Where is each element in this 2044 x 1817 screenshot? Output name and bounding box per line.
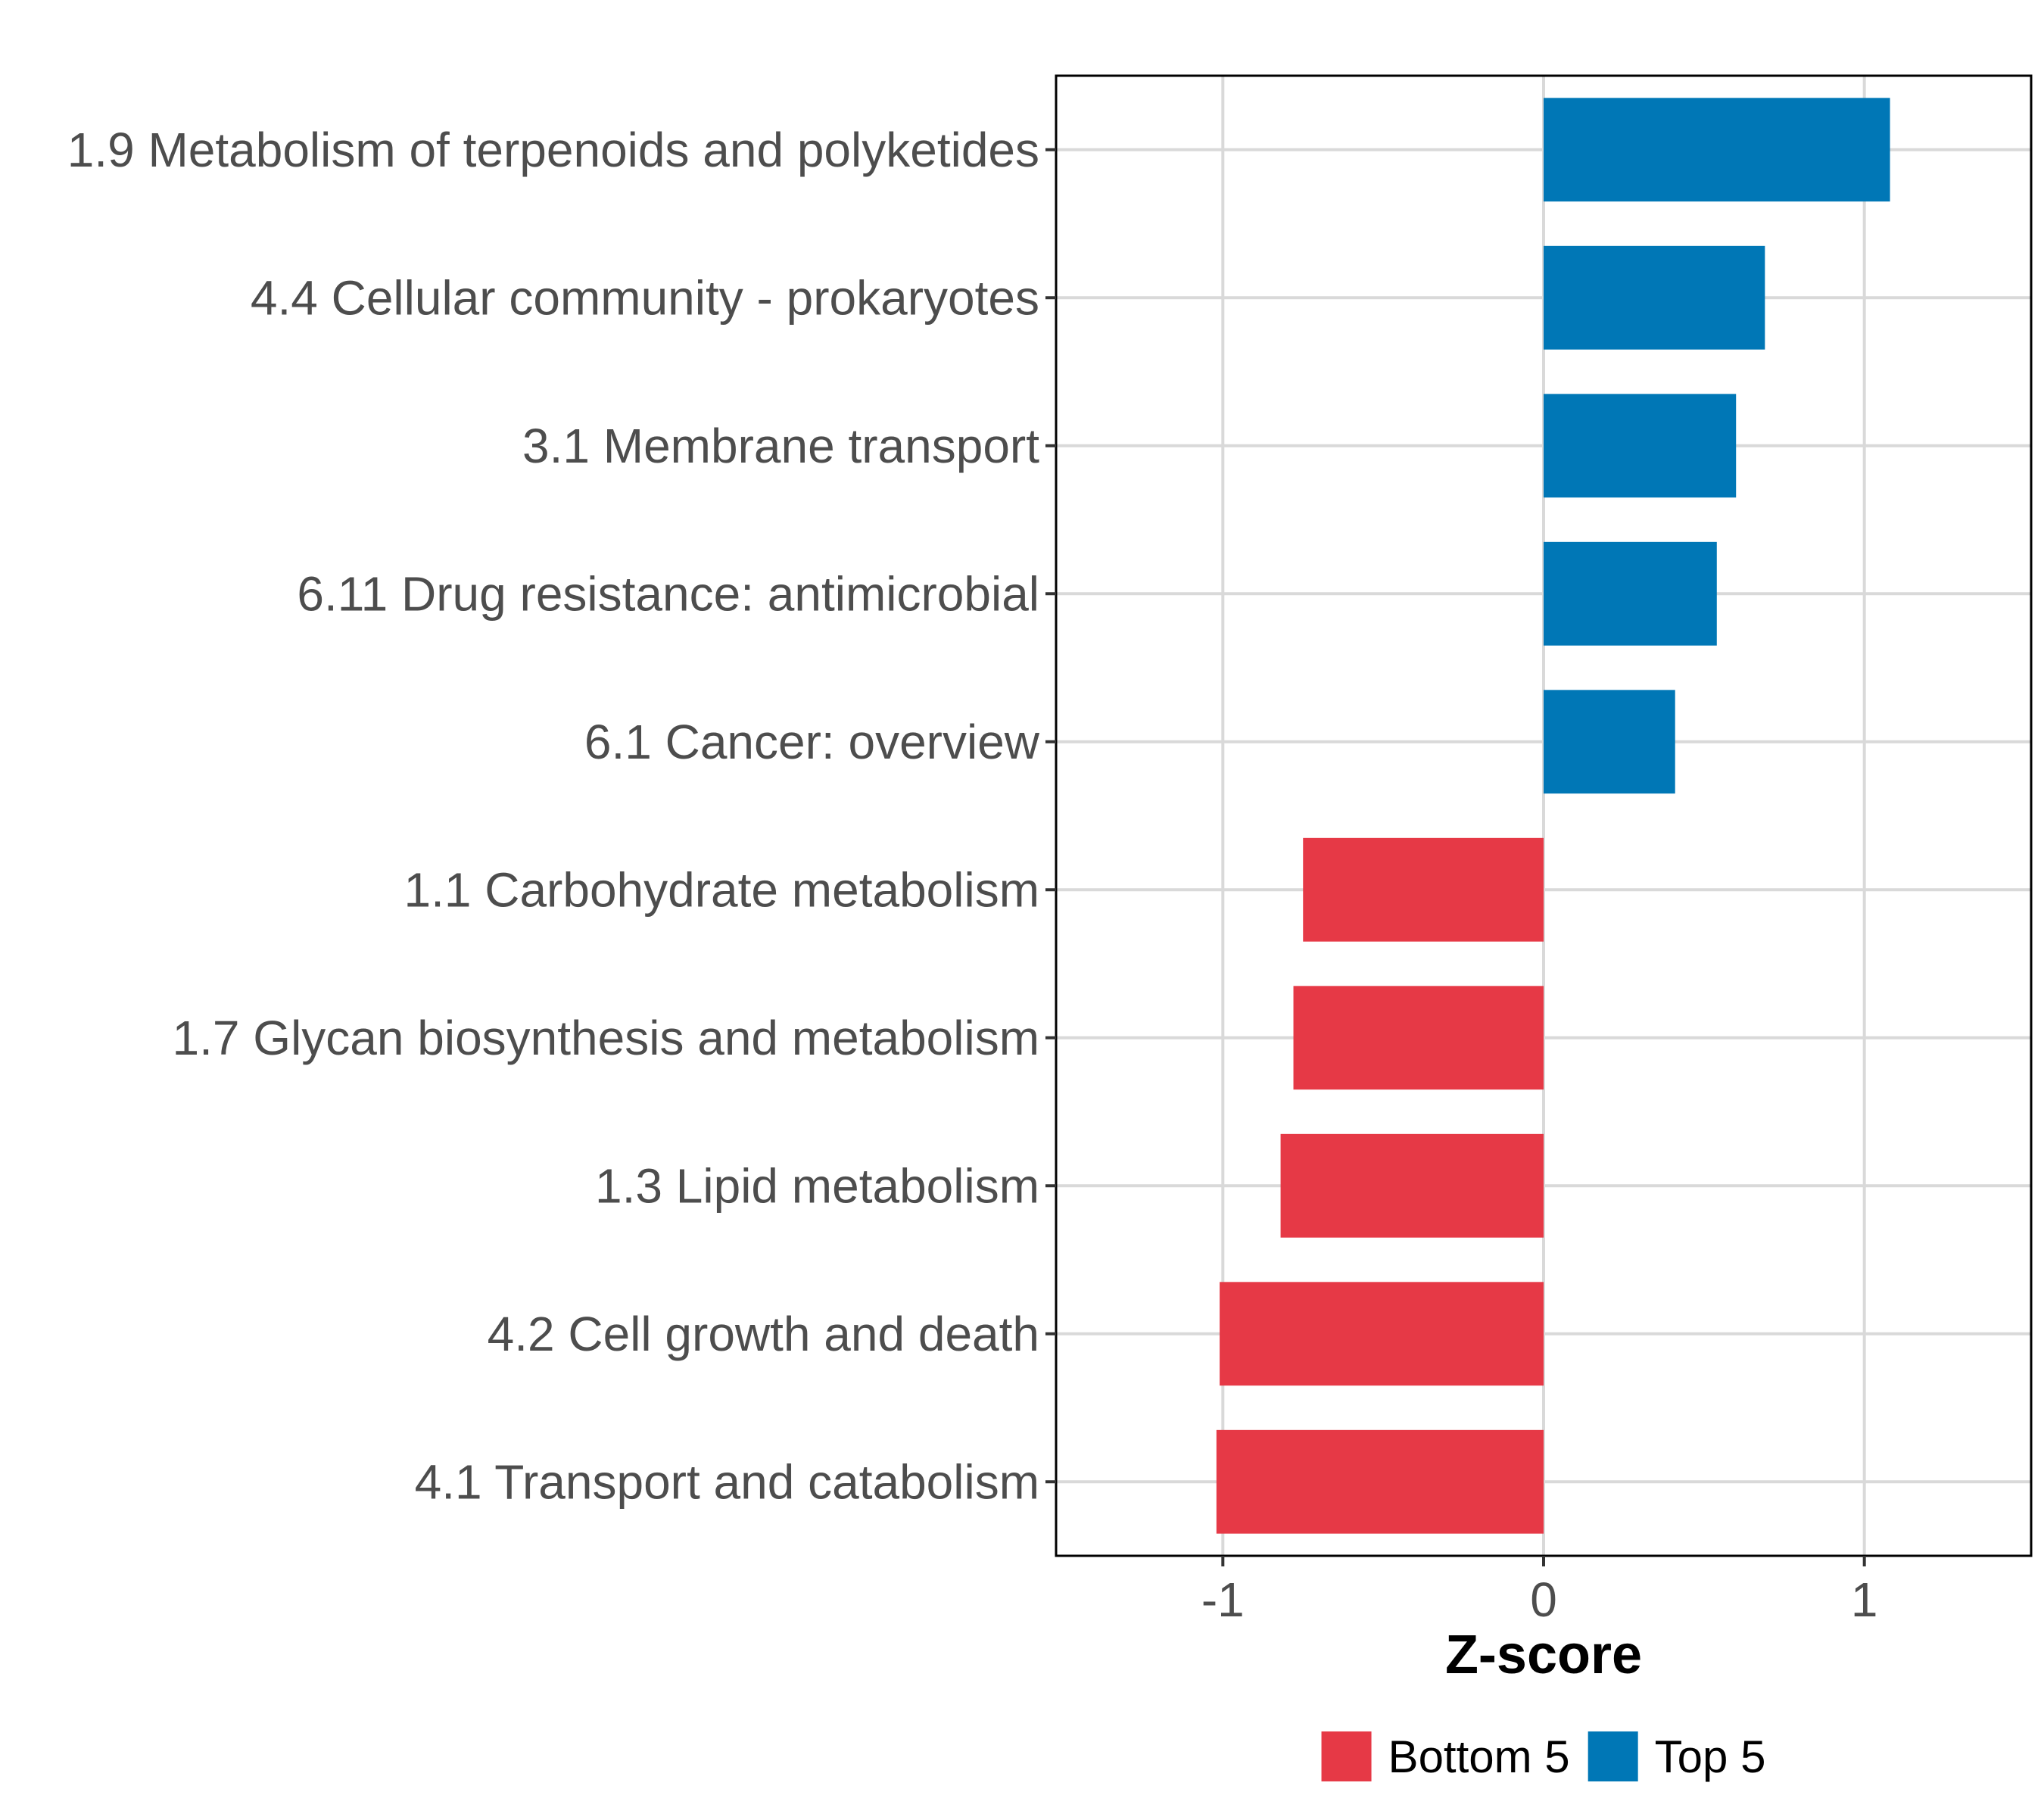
category-label: 4.1 Transport and catabolism xyxy=(415,1454,1039,1509)
bar xyxy=(1544,541,1717,646)
x-tick-label: -1 xyxy=(1201,1572,1245,1627)
x-tick-label: 1 xyxy=(1851,1572,1878,1627)
bar xyxy=(1544,394,1737,498)
legend-label: Top 5 xyxy=(1655,1731,1766,1782)
category-label: 6.11 Drug resistance: antimicrobial xyxy=(297,566,1039,621)
bar xyxy=(1220,1282,1544,1386)
bar xyxy=(1293,986,1544,1090)
x-axis-title: Z-score xyxy=(1445,1625,1642,1685)
bar xyxy=(1544,690,1675,794)
x-tick-label: 0 xyxy=(1530,1572,1557,1627)
category-label: 1.9 Metabolism of terpenoids and polyket… xyxy=(67,123,1039,177)
bar xyxy=(1216,1429,1544,1534)
category-label: 4.4 Cellular community - prokaryotes xyxy=(251,270,1039,325)
category-label: 4.2 Cell growth and death xyxy=(488,1307,1039,1361)
legend-swatch xyxy=(1588,1731,1638,1781)
legend-swatch xyxy=(1321,1731,1372,1781)
category-axis: 1.9 Metabolism of terpenoids and polyket… xyxy=(67,123,1056,1509)
legend-label: Bottom 5 xyxy=(1388,1731,1570,1782)
category-label: 1.1 Carbohydrate metabolism xyxy=(404,862,1039,917)
category-label: 3.1 Membrane transport xyxy=(522,419,1039,473)
bar xyxy=(1280,1133,1544,1238)
x-axis: -1 0 1 xyxy=(1201,1556,1878,1627)
category-label: 1.3 Lipid metabolism xyxy=(595,1158,1039,1213)
bar xyxy=(1303,837,1544,942)
bars xyxy=(1216,98,1890,1534)
category-label: 1.7 Glycan biosynthesis and metabolism xyxy=(173,1011,1039,1065)
legend: Bottom 5 Top 5 xyxy=(1321,1731,1766,1782)
bar xyxy=(1544,98,1890,202)
bar xyxy=(1544,245,1765,350)
category-label: 6.1 Cancer: overview xyxy=(584,715,1040,769)
